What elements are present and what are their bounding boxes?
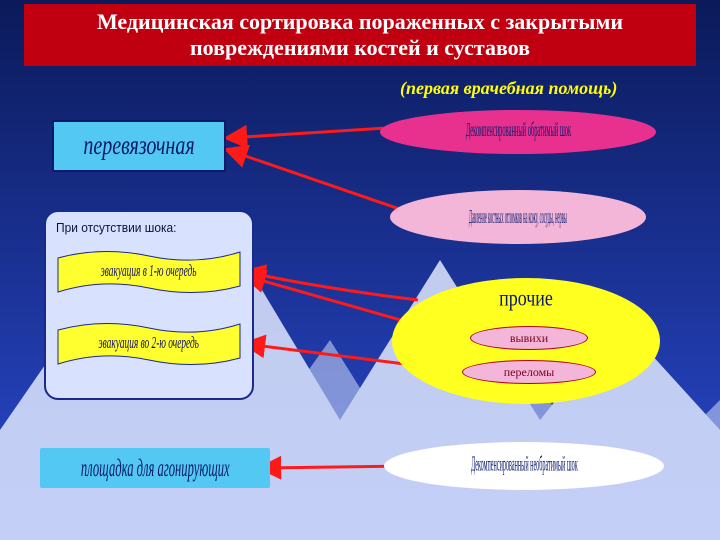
- pill-fractures-label: переломы: [504, 365, 555, 380]
- pill-fractures: переломы: [462, 360, 596, 384]
- pill-dislocations: вывихи: [470, 326, 588, 350]
- title-text: Медицинская сортировка пораженных с закр…: [24, 9, 696, 62]
- box-agonizing-area: площадка для агонирующих: [40, 448, 270, 488]
- box-dressing-label: перевязочная: [83, 130, 194, 161]
- title-bar: Медицинская сортировка пораженных с закр…: [24, 4, 696, 66]
- box-agonizing-label: площадка для агонирующих: [81, 453, 230, 482]
- group-no-shock: [44, 210, 254, 400]
- banner-evac-2: эвакуация во 2-ю очередь: [56, 318, 242, 368]
- ellipse-other-label: прочие: [476, 285, 576, 312]
- ellipse-bone-pressure-label: Давление костных отломков на кожу, сосуд…: [469, 205, 567, 229]
- group-no-shock-title: При отсутствии шока:: [56, 220, 177, 235]
- ellipse-shock-reversible: Декомпенсированный обратимый шок: [380, 110, 656, 154]
- pill-dislocations-label: вывихи: [510, 331, 548, 346]
- banner-evac-1: эвакуация в 1-ю очередь: [56, 246, 242, 296]
- banner-evac-2-label: эвакуация во 2-ю очередь: [99, 333, 199, 354]
- subtitle: (первая врачебная помощь): [400, 78, 617, 99]
- banner-evac-1-label: эвакуация в 1-ю очередь: [101, 261, 197, 282]
- ellipse-shock-irreversible-label: Декомпенсированный необратимый шок: [471, 454, 578, 478]
- ellipse-shock-reversible-label: Декомпенсированный обратимый шок: [465, 121, 570, 143]
- ellipse-bone-pressure: Давление костных отломков на кожу, сосуд…: [390, 190, 646, 244]
- box-dressing-room: перевязочная: [52, 120, 226, 172]
- ellipse-shock-irreversible: Декомпенсированный необратимый шок: [384, 442, 664, 490]
